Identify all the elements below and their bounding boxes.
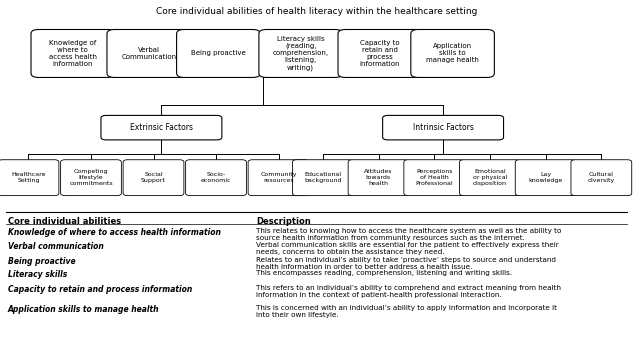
Text: Community
resources: Community resources: [260, 172, 297, 183]
Text: Being proactive: Being proactive: [8, 257, 75, 266]
FancyBboxPatch shape: [348, 160, 409, 196]
Text: Knowledge of
where to
access health
information: Knowledge of where to access health info…: [49, 40, 97, 67]
FancyBboxPatch shape: [248, 160, 309, 196]
Text: Emotional
or physical
disposition: Emotional or physical disposition: [473, 169, 507, 186]
FancyBboxPatch shape: [338, 30, 422, 77]
Text: Extrinsic Factors: Extrinsic Factors: [130, 123, 193, 132]
Text: Being proactive: Being proactive: [191, 50, 246, 57]
FancyBboxPatch shape: [259, 30, 342, 77]
FancyBboxPatch shape: [0, 160, 59, 196]
Text: This encompasses reading, comprehension, listening and writing skills.: This encompasses reading, comprehension,…: [256, 270, 513, 276]
Text: Capacity to retain and process information: Capacity to retain and process informati…: [8, 285, 192, 294]
Text: Knowledge of where to access health information: Knowledge of where to access health info…: [8, 228, 220, 237]
Text: Description: Description: [256, 217, 311, 226]
FancyBboxPatch shape: [185, 160, 246, 196]
Text: Core individual abilities of health literacy within the healthcare setting: Core individual abilities of health lite…: [156, 7, 477, 16]
Text: Verbal
Communication: Verbal Communication: [121, 47, 177, 60]
FancyBboxPatch shape: [292, 160, 353, 196]
Text: Educational
background: Educational background: [304, 172, 342, 183]
Text: Perceptions
of Health
Professional: Perceptions of Health Professional: [415, 169, 453, 186]
Text: Application
skills to
manage health: Application skills to manage health: [426, 43, 479, 63]
FancyBboxPatch shape: [61, 160, 122, 196]
Text: Application skills to manage health: Application skills to manage health: [8, 305, 159, 314]
Text: Literacy skills
(reading,
comprehension,
listening,
writing): Literacy skills (reading, comprehension,…: [273, 36, 329, 71]
FancyBboxPatch shape: [107, 30, 191, 77]
Text: Competing
lifestyle
commitments: Competing lifestyle commitments: [69, 169, 113, 186]
FancyBboxPatch shape: [411, 30, 494, 77]
FancyBboxPatch shape: [177, 30, 260, 77]
FancyBboxPatch shape: [382, 115, 503, 140]
Text: This relates to knowing how to access the healthcare system as well as the abili: This relates to knowing how to access th…: [256, 228, 561, 241]
FancyBboxPatch shape: [101, 115, 222, 140]
Text: Verbal communication: Verbal communication: [8, 242, 103, 251]
Text: This refers to an individual’s ability to comprehend and extract meaning from he: This refers to an individual’s ability t…: [256, 285, 561, 298]
Text: Social
Support: Social Support: [141, 172, 166, 183]
FancyBboxPatch shape: [460, 160, 520, 196]
FancyBboxPatch shape: [31, 30, 115, 77]
Text: Socio-
economic: Socio- economic: [201, 172, 231, 183]
FancyBboxPatch shape: [404, 160, 465, 196]
Text: Attitudes
towards
health: Attitudes towards health: [364, 169, 393, 186]
FancyBboxPatch shape: [571, 160, 632, 196]
Text: Cultural
diversity: Cultural diversity: [587, 172, 615, 183]
Text: Literacy skills: Literacy skills: [8, 270, 67, 279]
Text: Capacity to
retain and
process
information: Capacity to retain and process informati…: [360, 40, 400, 67]
Text: Relates to an individual’s ability to take ‘proactive’ steps to source and under: Relates to an individual’s ability to ta…: [256, 257, 556, 270]
Text: Core individual abilities: Core individual abilities: [8, 217, 121, 226]
Text: Verbal communication skills are essential for the patient to effectively express: Verbal communication skills are essentia…: [256, 242, 559, 255]
Text: Healthcare
Setting: Healthcare Setting: [11, 172, 46, 183]
FancyBboxPatch shape: [515, 160, 576, 196]
Text: Lay
knowledge: Lay knowledge: [529, 172, 563, 183]
Text: This is concerned with an individual’s ability to apply information and incorpor: This is concerned with an individual’s a…: [256, 305, 558, 318]
FancyBboxPatch shape: [123, 160, 184, 196]
Text: Intrinsic Factors: Intrinsic Factors: [413, 123, 473, 132]
